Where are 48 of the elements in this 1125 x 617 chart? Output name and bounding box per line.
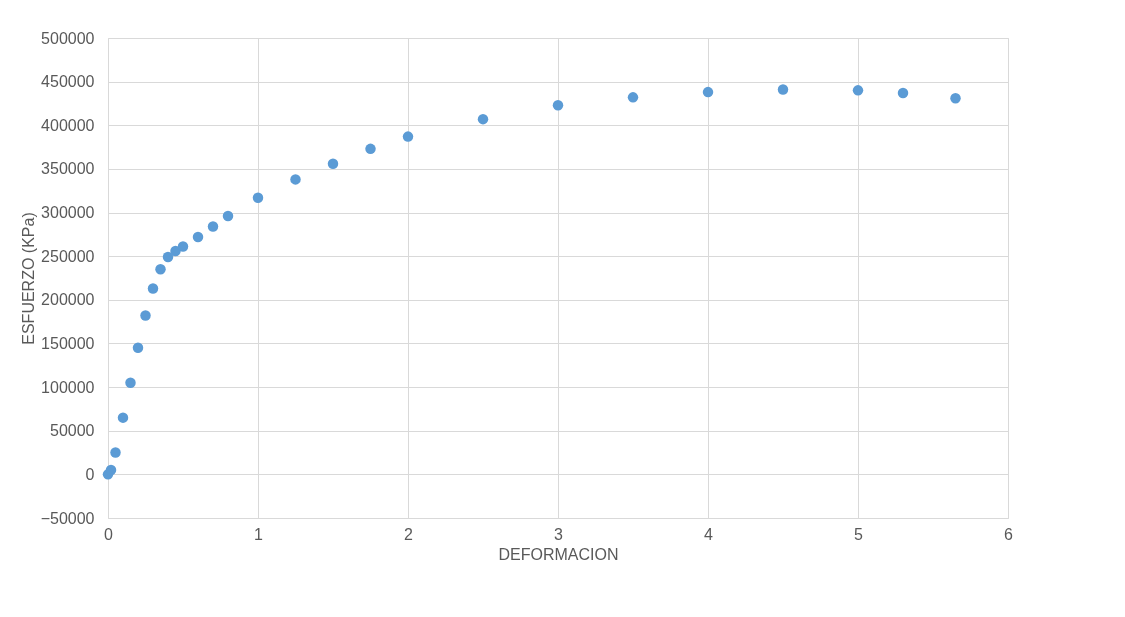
point <box>627 92 639 103</box>
point <box>155 264 166 275</box>
y-tick-label: 450000 <box>41 73 95 91</box>
y-tick-label: 300000 <box>41 204 95 222</box>
point <box>290 174 301 185</box>
y-tick-label: −50000 <box>40 509 95 527</box>
y-tick-label: 150000 <box>41 334 95 352</box>
point <box>950 92 961 104</box>
point <box>897 87 909 99</box>
x-tick-label: 3 <box>554 525 564 543</box>
point <box>327 158 339 169</box>
point <box>125 377 136 388</box>
point <box>777 84 789 95</box>
point <box>365 143 376 155</box>
point <box>402 131 414 142</box>
y-tick-label: 400000 <box>41 116 95 134</box>
point <box>117 412 129 423</box>
point <box>177 241 189 252</box>
point <box>852 85 864 96</box>
y-tick-label: 500000 <box>41 29 95 47</box>
point <box>222 210 234 222</box>
point <box>162 251 174 263</box>
point <box>110 447 121 458</box>
point <box>170 245 181 257</box>
y-tick-label: 0 <box>85 465 95 483</box>
point <box>147 283 159 294</box>
point <box>192 231 204 243</box>
point <box>132 342 144 354</box>
x-tick-label: 1 <box>254 525 264 543</box>
y-tick-label: 100000 <box>41 378 95 396</box>
point <box>140 310 151 321</box>
y-axis-title: ESFUERZO (KPa) <box>19 212 37 345</box>
y-tick-label: 350000 <box>41 160 95 178</box>
point <box>207 221 219 232</box>
y-tick-label: 250000 <box>41 247 95 265</box>
point <box>702 86 714 98</box>
x-axis-title: DEFORMACION <box>498 545 619 563</box>
y-tick-label: 200000 <box>41 291 95 309</box>
x-tick-label: 0 <box>104 525 114 543</box>
point <box>252 192 264 203</box>
x-tick-label: 2 <box>404 525 414 543</box>
x-tick-label: 6 <box>1004 525 1014 543</box>
point <box>105 464 117 476</box>
y-tick-label: 50000 <box>50 422 95 440</box>
x-tick-label: 5 <box>854 525 864 543</box>
x-tick-label: 4 <box>704 525 714 543</box>
point <box>477 113 489 125</box>
point <box>552 99 564 111</box>
